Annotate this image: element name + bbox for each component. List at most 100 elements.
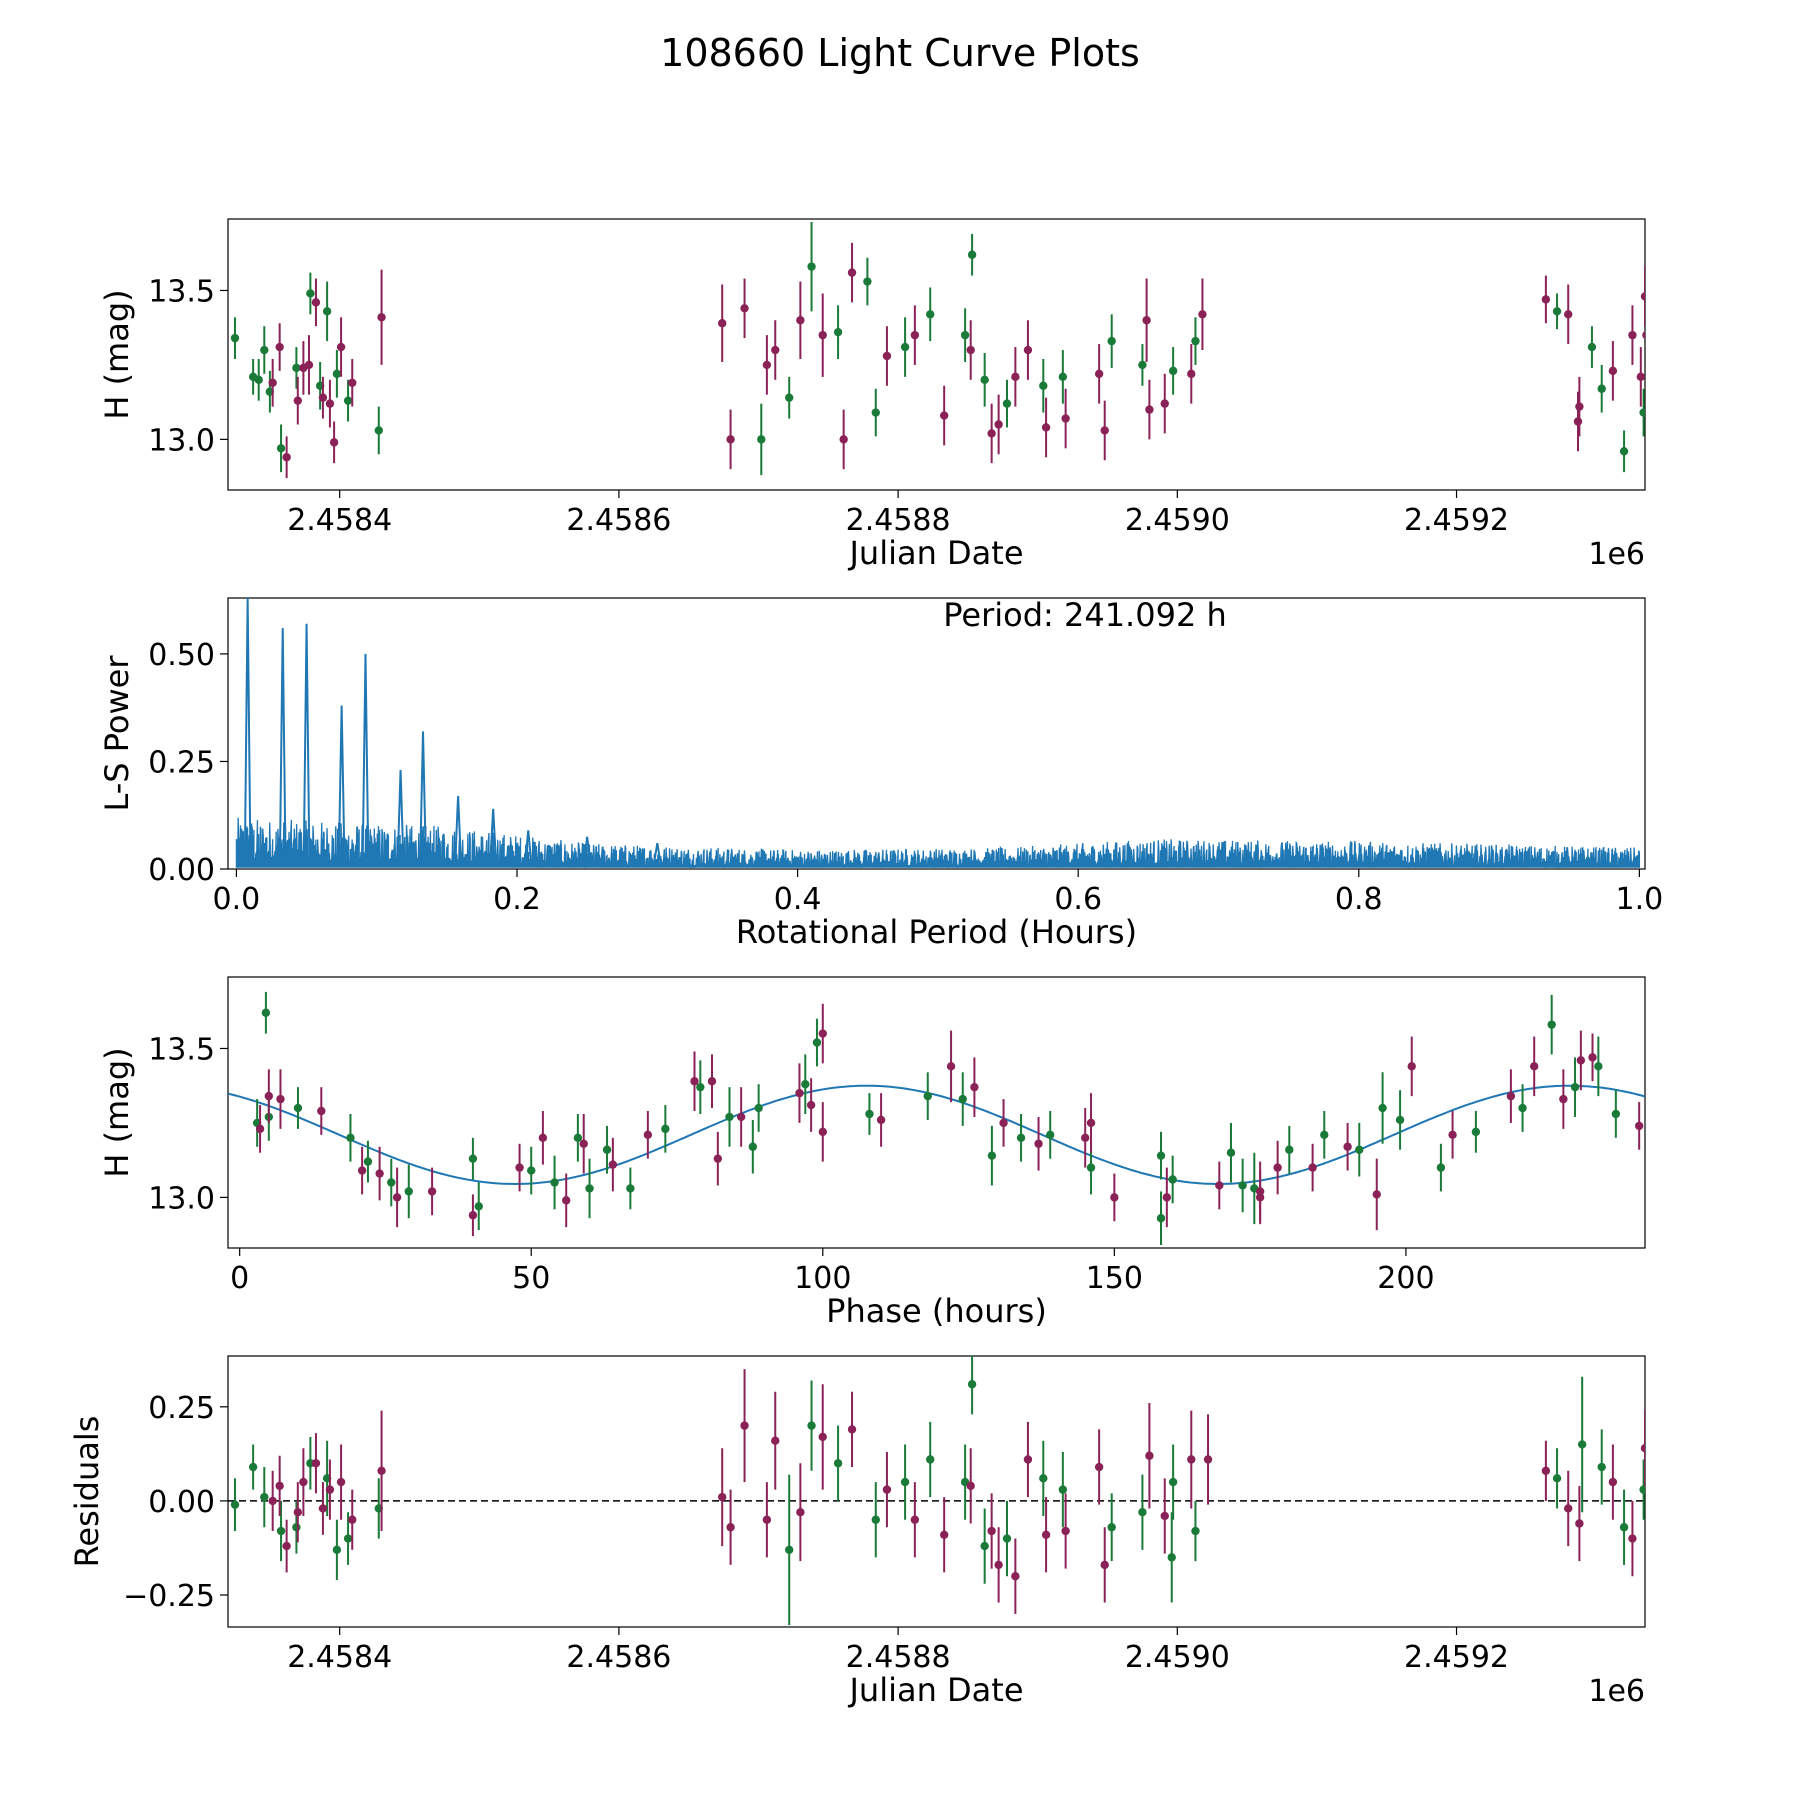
residuals-panel: 2.4584 2.4586 2.4588 2.4590 2.4592 −0.25 0.00 0… xyxy=(68,1355,1670,1709)
x-tick-label: 1.0 xyxy=(1616,882,1664,917)
magenta-data-point xyxy=(317,1106,326,1116)
magenta-data-point xyxy=(882,351,892,361)
magenta-data-point xyxy=(1011,372,1020,382)
magenta-data-point xyxy=(740,304,749,313)
magenta-data-point xyxy=(1628,1534,1637,1543)
magenta-data-point xyxy=(304,360,314,370)
magenta-data-point xyxy=(515,1163,524,1172)
magenta-data-point xyxy=(329,438,339,447)
power-peak xyxy=(524,830,533,861)
green-data-point xyxy=(1107,1523,1116,1532)
magenta-data-point xyxy=(910,330,920,340)
magenta-data-point xyxy=(1372,1190,1381,1199)
magenta-data-point xyxy=(1110,1193,1119,1202)
x-tick-label: 150 xyxy=(1086,1261,1143,1296)
residuals-axes: 2.4584 2.4586 2.4588 2.4590 2.4592 −0.25 0.00 0… xyxy=(123,1391,1509,1675)
green-data-point xyxy=(1191,1526,1200,1536)
magenta-data-point xyxy=(1573,417,1583,426)
magenta-data-point xyxy=(1564,1504,1573,1513)
green-data-point xyxy=(343,396,353,405)
magenta-data-point xyxy=(1041,423,1051,432)
phased-x-label: Phase (hours) xyxy=(826,1292,1047,1330)
x-tick-label: 0.4 xyxy=(774,882,822,917)
green-data-point xyxy=(812,1038,822,1047)
green-data-point xyxy=(387,1178,396,1187)
green-data-point xyxy=(865,1109,874,1119)
magenta-data-point xyxy=(795,1088,804,1098)
magenta-data-point xyxy=(1041,1530,1051,1539)
magenta-data-point xyxy=(1162,1193,1172,1202)
magenta-data-point xyxy=(999,1118,1008,1128)
magenta-data-point xyxy=(1575,1519,1584,1528)
magenta-data-point xyxy=(1061,1526,1070,1536)
magenta-data-point xyxy=(1506,1091,1516,1101)
power-peak xyxy=(396,770,405,861)
x-tick-label: 2.4586 xyxy=(566,1640,671,1675)
green-data-point xyxy=(1597,1462,1606,1472)
lightcurve-panel: 2.4584 2.4586 2.4588 2.4590 2.4592 13.0 13.5 J… xyxy=(98,218,1706,572)
x-tick-label: 2.4588 xyxy=(846,1640,951,1675)
green-data-point xyxy=(958,1094,967,1104)
magenta-data-point xyxy=(1011,1571,1020,1581)
y-tick-label: 13.0 xyxy=(148,423,215,458)
magenta-data-point xyxy=(1698,346,1706,354)
magenta-data-point xyxy=(987,429,996,438)
magenta-data-point xyxy=(771,1436,780,1445)
magenta-data-point xyxy=(1640,1444,1645,1453)
x-tick-label: 100 xyxy=(794,1261,851,1296)
magenta-data-point xyxy=(1198,310,1207,319)
green-data-point xyxy=(871,408,880,417)
magenta-data-point xyxy=(1094,369,1104,379)
magenta-data-point xyxy=(264,1091,274,1101)
y-tick-label: 13.5 xyxy=(148,1032,215,1067)
green-data-point xyxy=(900,1477,910,1487)
green-data-point xyxy=(801,1080,810,1089)
periodogram-panel: 0.0 0.2 0.4 0.6 0.8 1.0 0.00 0.25 0.50 Rotationa… xyxy=(98,596,1663,951)
magenta-data-point xyxy=(1187,1455,1196,1464)
magenta-data-point xyxy=(1086,1118,1096,1128)
green-data-point xyxy=(602,1145,612,1154)
magenta-data-point xyxy=(1564,310,1573,319)
green-data-point xyxy=(1611,1109,1621,1119)
green-data-point xyxy=(900,342,910,352)
magenta-data-point xyxy=(946,1062,956,1071)
magenta-data-point xyxy=(1662,1504,1670,1512)
green-data-point xyxy=(1086,1163,1096,1172)
magenta-data-point xyxy=(1448,1130,1457,1140)
green-data-point xyxy=(1619,1523,1629,1532)
green-data-point xyxy=(276,444,286,453)
magenta-data-point xyxy=(348,378,357,387)
x-tick-label: 2.4584 xyxy=(287,503,392,538)
magenta-data-point xyxy=(1651,1485,1659,1493)
green-data-point xyxy=(1168,1175,1177,1184)
magenta-data-point xyxy=(796,1508,805,1517)
magenta-data-point xyxy=(966,1481,975,1491)
green-data-point xyxy=(1002,399,1012,408)
green-data-point xyxy=(1238,1181,1247,1190)
magenta-data-point xyxy=(336,1477,346,1487)
phased-plot-area xyxy=(227,976,1646,1249)
magenta-data-point xyxy=(713,1154,723,1163)
green-data-point xyxy=(322,307,332,316)
green-data-point xyxy=(527,1166,536,1175)
magenta-data-point xyxy=(718,319,727,328)
magenta-data-point xyxy=(847,268,857,277)
y-tick-label: 0.00 xyxy=(148,853,215,888)
green-data-point xyxy=(1639,408,1645,417)
magenta-data-point xyxy=(1588,1053,1597,1062)
magenta-data-point xyxy=(1541,1466,1551,1475)
magenta-data-point xyxy=(643,1130,653,1140)
magenta-data-point xyxy=(818,1127,827,1137)
magenta-data-point xyxy=(311,298,321,307)
green-data-point xyxy=(332,1545,342,1555)
magenta-data-point xyxy=(1308,1163,1317,1172)
green-data-point xyxy=(293,1103,303,1113)
magenta-data-point xyxy=(538,1133,548,1143)
magenta-data-point xyxy=(740,1421,749,1430)
green-data-point xyxy=(1156,1214,1166,1223)
magenta-data-point xyxy=(377,313,386,322)
green-data-point xyxy=(1058,372,1068,382)
magenta-data-point xyxy=(377,1466,386,1475)
magenta-data-point xyxy=(796,316,805,325)
magenta-data-point xyxy=(1634,1121,1644,1131)
